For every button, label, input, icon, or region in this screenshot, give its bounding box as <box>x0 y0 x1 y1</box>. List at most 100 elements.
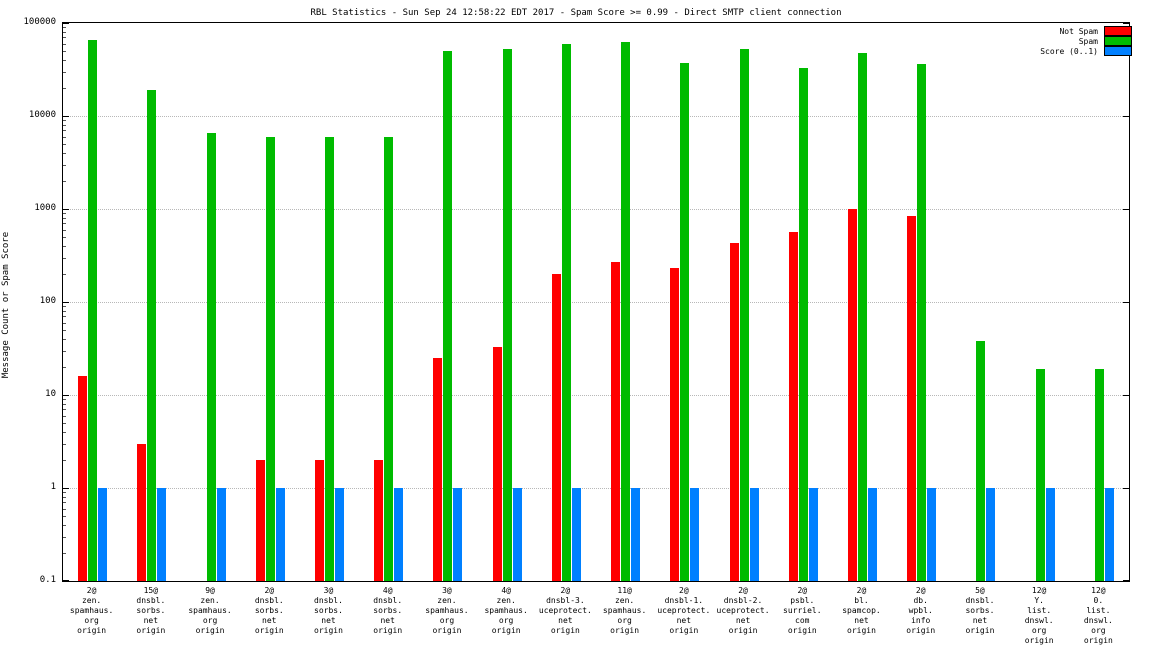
x-label-line: sorbs. <box>254 606 284 615</box>
legend-label: Spam <box>1078 36 1098 46</box>
bar-not-spam <box>611 261 620 581</box>
x-label-line: dnsbl. <box>314 596 343 605</box>
bar-spam <box>443 50 452 581</box>
x-label-line: zen. <box>81 596 102 605</box>
bar-score-0-1- <box>1046 488 1055 581</box>
y-minor-tick <box>63 515 66 517</box>
x-label-line: list. <box>1027 606 1052 615</box>
bar-not-spam <box>730 243 739 581</box>
y-minor-tick <box>63 274 66 275</box>
x-label-line: spamhaus. <box>425 606 469 615</box>
bar-score-0-1- <box>809 488 818 581</box>
x-label-line: origin <box>195 626 225 635</box>
bar-not-spam <box>256 460 265 581</box>
bar-not-spam <box>848 209 857 581</box>
x-category-label: 2@ dnsbl-3. uceprotect. net origin <box>536 586 595 636</box>
chart-title: RBL Statistics - Sun Sep 24 12:58:22 EDT… <box>310 8 842 18</box>
y-minor-tick <box>63 71 66 73</box>
x-label-line: 2@ <box>264 586 275 595</box>
x-label-line: zen. <box>614 596 635 605</box>
x-label-line: org <box>1091 626 1106 635</box>
y-minor-tick <box>63 246 66 247</box>
bar-not-spam <box>137 443 146 581</box>
legend-swatch-blue <box>1104 46 1132 56</box>
x-category-label: 2@ db. wpbl. info origin <box>891 586 950 636</box>
y-tick <box>63 23 69 24</box>
x-label-line: org <box>439 616 455 625</box>
x-category-label: 4@ zen. spamhaus. org origin <box>477 586 536 636</box>
x-label-line: org <box>617 616 632 625</box>
x-label-line: sorbs. <box>965 606 995 615</box>
x-label-line: origin <box>550 626 580 635</box>
bar-spam <box>562 43 571 581</box>
bar-score-0-1- <box>157 488 166 581</box>
y-minor-tick <box>63 508 66 510</box>
x-label-line: 2@ <box>797 586 808 595</box>
x-label-line: dnsbl-2. <box>723 596 763 605</box>
x-label-line: 2@ <box>738 586 748 595</box>
bar-score-0-1- <box>513 488 522 581</box>
x-label-line: origin <box>136 626 166 635</box>
x-category-label: 15@ dnsbl. sorbs. net origin <box>121 586 180 636</box>
x-label-line: origin <box>610 626 640 635</box>
gridline <box>63 488 1129 489</box>
x-label-line: surriel. <box>783 606 822 615</box>
bar-not-spam <box>789 232 798 581</box>
y-minor-tick <box>63 143 66 145</box>
x-label-line: net <box>380 616 395 625</box>
y-minor-tick <box>63 125 66 126</box>
x-label-line: 2@ <box>86 586 97 595</box>
x-label-line: com <box>795 616 810 625</box>
bar-score-0-1- <box>572 488 581 581</box>
bar-not-spam <box>374 460 383 581</box>
bar-spam <box>1036 369 1045 581</box>
bar-spam <box>207 133 216 581</box>
x-label-line: uceprotect. <box>538 606 592 615</box>
x-label-line: info <box>911 616 931 625</box>
y-minor-tick <box>63 130 66 132</box>
bar-not-spam <box>552 274 561 581</box>
x-label-line: 2@ <box>679 586 689 595</box>
y-minor-tick <box>63 492 66 494</box>
y-minor-tick <box>63 236 66 238</box>
y-tick-label: 1000 <box>34 203 56 213</box>
x-label-line: origin <box>432 626 462 635</box>
x-label-line: dnsbl-3. <box>546 596 585 605</box>
x-category-label: 12@ Y. list. dnswl. org origin <box>1010 586 1069 646</box>
y-minor-tick <box>63 502 66 504</box>
x-label-line: dnswl. <box>1083 616 1113 625</box>
legend-swatch-green <box>1104 36 1132 46</box>
x-label-line: origin <box>1024 636 1054 645</box>
x-label-line: db. <box>913 596 928 605</box>
x-category-label: 2@ bl. spamcop. net origin <box>832 586 891 636</box>
x-category-label: 2@ zen. spamhaus. org origin <box>62 586 121 636</box>
y-minor-tick <box>63 339 66 340</box>
y-minor-tick <box>63 525 66 526</box>
x-category-label: 2@ dnsbl-2. uceprotect. net origin <box>713 586 772 636</box>
gridline <box>63 209 1129 210</box>
x-label-line: zen. <box>437 596 457 605</box>
y-minor-tick <box>63 460 66 461</box>
y-tick-label: 0.1 <box>39 575 56 585</box>
bar-spam <box>88 40 97 581</box>
y-tick <box>63 580 69 581</box>
y-minor-tick <box>63 218 66 219</box>
x-category-label: 3@ zen. spamhaus. org origin <box>417 586 476 636</box>
y-minor-tick <box>63 306 66 308</box>
x-label-line: sorbs. <box>373 606 403 615</box>
legend-label: Not Spam <box>1059 26 1098 36</box>
y-tick <box>63 488 69 489</box>
x-label-line: 2@ <box>560 586 571 595</box>
x-label-line: org <box>84 616 99 625</box>
x-label-line: psbl. <box>790 596 815 605</box>
x-label-line: 4@ <box>382 586 393 595</box>
gridline <box>63 116 1129 117</box>
y-minor-tick <box>63 213 66 215</box>
x-label-line: net <box>676 616 692 625</box>
x-category-label: 4@ dnsbl. sorbs. net origin <box>358 586 417 636</box>
bar-score-0-1- <box>750 488 759 581</box>
y-tick-label: 10 <box>45 389 56 399</box>
x-label-line: dnsbl. <box>373 596 403 605</box>
x-label-line: 0. <box>1093 596 1104 605</box>
legend: Not Spam Spam Score (0..1) <box>1040 26 1132 56</box>
